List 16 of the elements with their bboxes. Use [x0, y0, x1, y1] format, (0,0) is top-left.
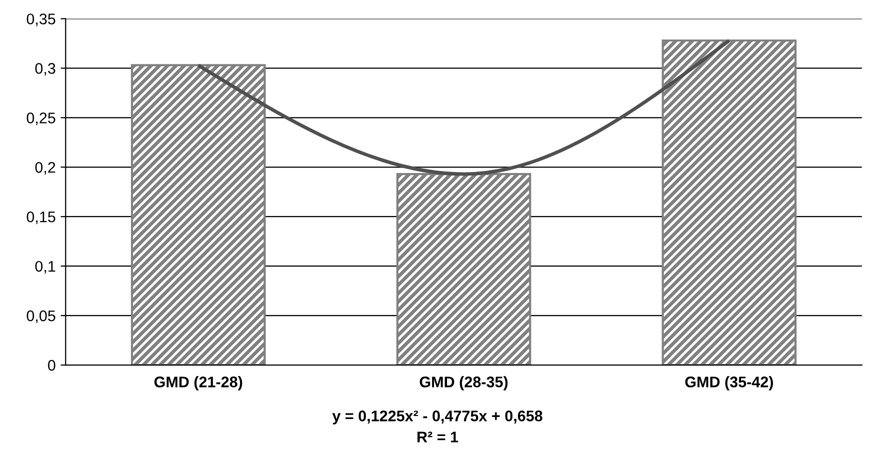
text: R² = 1 — [418, 432, 458, 442]
text: y = 0,1225x² - 0,4775x + 0,658 — [332, 410, 542, 424]
y-tick-label: 0,25 — [26, 112, 56, 126]
x-tick-label: GMD (28-35) — [420, 376, 508, 390]
x-tick-label: GMD (21-28) — [154, 376, 242, 390]
bar — [130, 64, 266, 366]
y-tick-label: 0,35 — [26, 14, 56, 26]
bar — [396, 173, 532, 366]
y-tick-label: 0,3 — [35, 63, 56, 76]
y-tick-label: 0,05 — [26, 310, 56, 324]
y-tick-label: 0 — [48, 360, 56, 371]
y-tick-label: 0,2 — [35, 162, 56, 175]
y-tick-label: 0,15 — [26, 211, 56, 224]
x-tick-label: GMD (35-42) — [685, 376, 773, 390]
y-tick-label: 0,1 — [35, 260, 56, 274]
bar — [662, 39, 797, 366]
